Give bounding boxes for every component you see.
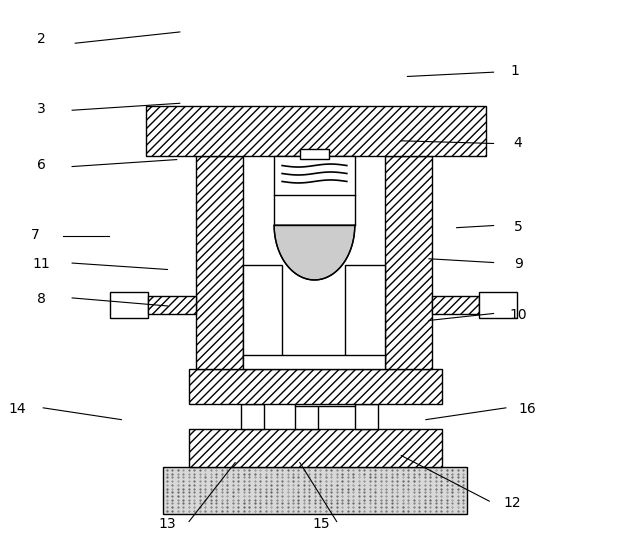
Text: 11: 11 [33, 257, 50, 271]
Text: 2: 2 [37, 32, 46, 46]
Bar [188, 429, 442, 467]
Text: 10: 10 [509, 308, 527, 322]
Polygon shape [274, 225, 355, 280]
Text: 12: 12 [503, 496, 521, 510]
Text: 9: 9 [514, 257, 523, 271]
Text: 4: 4 [514, 136, 523, 150]
Bar [241, 404, 265, 429]
Text: 14: 14 [8, 402, 25, 416]
Bar [195, 156, 243, 369]
Bar [274, 156, 355, 225]
Bar [146, 106, 486, 156]
Text: 6: 6 [37, 158, 46, 172]
Bar [148, 296, 195, 314]
Bar [295, 404, 318, 429]
Bar [110, 292, 148, 318]
Text: 15: 15 [313, 517, 330, 531]
Text: 3: 3 [37, 102, 46, 116]
Text: 5: 5 [514, 219, 523, 233]
Text: 7: 7 [31, 227, 40, 241]
Bar [345, 265, 384, 360]
Bar [188, 369, 442, 404]
Bar [243, 265, 282, 360]
Bar [295, 395, 355, 406]
Bar [243, 355, 384, 369]
Bar [384, 156, 433, 369]
Text: 1: 1 [510, 64, 520, 78]
Text: 13: 13 [159, 517, 176, 531]
Bar [479, 292, 517, 318]
Text: 16: 16 [519, 402, 536, 416]
Bar [355, 404, 378, 429]
Bar [433, 296, 479, 314]
Bar [300, 149, 329, 158]
Bar [163, 467, 467, 514]
Text: 8: 8 [37, 292, 46, 306]
